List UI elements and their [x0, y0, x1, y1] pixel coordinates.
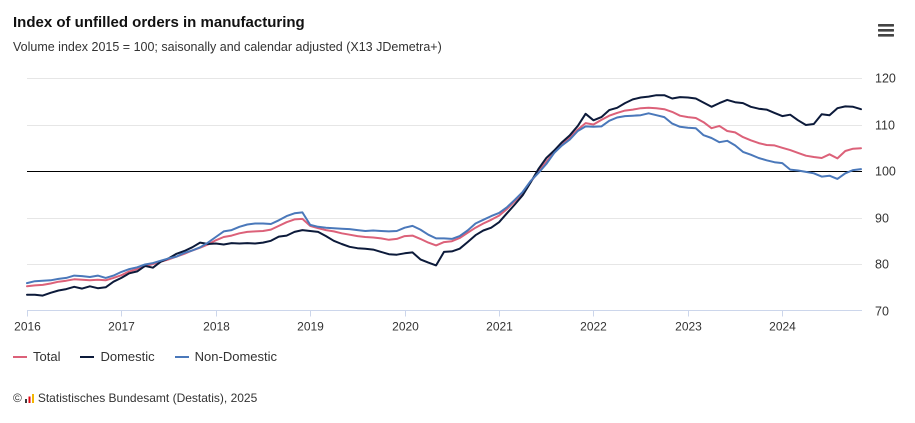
x-tick-label: 2016: [14, 320, 41, 334]
legend-item-domestic[interactable]: Domestic: [80, 349, 155, 365]
chart-menu-button[interactable]: [877, 23, 895, 38]
chart-title: Index of unfilled orders in manufacturin…: [13, 14, 305, 31]
chart-subtitle: Volume index 2015 = 100; saisonally and …: [13, 40, 442, 54]
legend-swatch-non-domestic: [174, 356, 189, 358]
x-tick-label: 2019: [297, 320, 324, 334]
x-tick-label: 2024: [769, 320, 796, 334]
y-tick-label: 70: [875, 305, 889, 319]
legend-item-non-domestic[interactable]: Non-Domestic: [174, 349, 278, 365]
legend-label-total: Total: [33, 349, 61, 364]
legend-swatch-domestic: [80, 356, 95, 358]
y-tick-label: 120: [875, 72, 896, 86]
y-tick-label: 110: [875, 119, 895, 133]
legend-item-total[interactable]: Total: [13, 349, 60, 365]
x-tick-label: 2018: [203, 320, 230, 334]
copyright-symbol: ©: [13, 391, 22, 405]
x-axis: 2016 2017 2018 2019 2020 2021 2022 2023 2024: [14, 310, 862, 334]
legend: Total Domestic Non-Domestic: [13, 349, 297, 365]
x-tick-label: 2021: [486, 320, 513, 334]
series-line-total: [26, 106, 862, 288]
y-axis-labels: 70 80 90 100 110 120: [875, 72, 896, 319]
series-line-non-domestic: [26, 112, 862, 285]
legend-label-non-domestic: Non-Domestic: [194, 349, 278, 364]
x-tick-label: 2023: [675, 320, 702, 334]
legend-label-domestic: Domestic: [100, 349, 155, 364]
destatis-logo-icon: [24, 393, 34, 403]
x-tick-label: 2017: [108, 320, 135, 334]
x-tick-label: 2022: [580, 320, 607, 334]
series-group: [26, 94, 862, 297]
y-tick-label: 90: [875, 212, 889, 226]
menu-icon: [878, 24, 894, 37]
y-tick-label: 80: [875, 258, 889, 272]
x-tick-label: 2020: [392, 320, 419, 334]
source-credit: © Statistisches Bundesamt (Destatis), 20…: [13, 390, 257, 406]
source-text: Statistisches Bundesamt (Destatis), 2025: [37, 391, 258, 405]
y-tick-label: 100: [875, 165, 896, 179]
legend-swatch-total: [13, 356, 27, 358]
